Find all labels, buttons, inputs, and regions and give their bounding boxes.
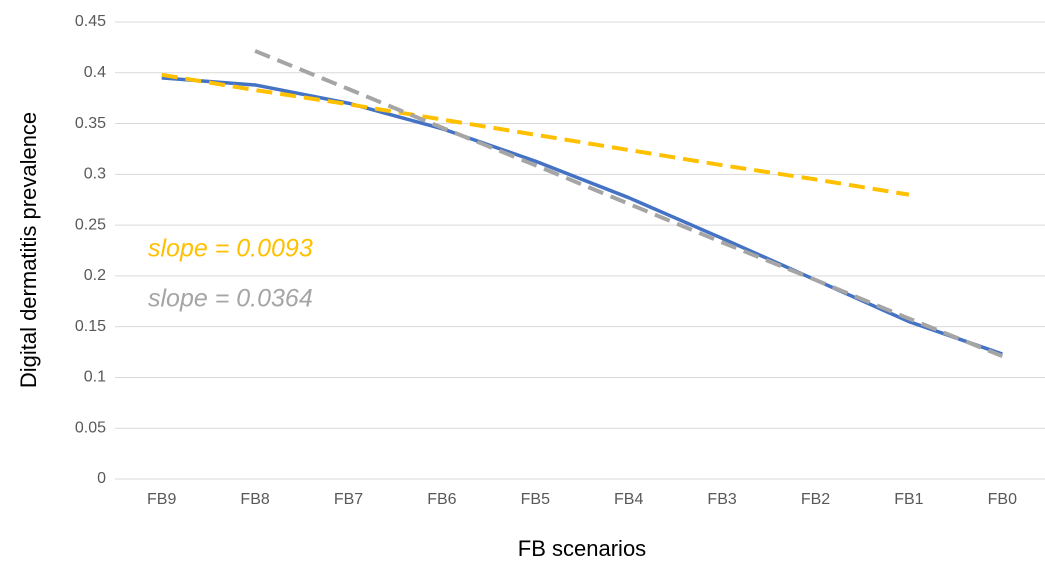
y-tick-label: 0.25 — [75, 216, 106, 233]
y-tick-label: 0.45 — [75, 13, 106, 30]
y-tick-label: 0.35 — [75, 115, 106, 132]
y-tick-label: 0.1 — [84, 369, 106, 386]
annotation: slope = 0.0093 — [148, 235, 313, 263]
annotation: slope = 0.0364 — [148, 285, 313, 313]
series-line — [254, 49, 1004, 358]
x-tick-label: FB6 — [427, 491, 456, 508]
series-line — [161, 72, 910, 197]
x-tick-label: FB1 — [894, 491, 923, 508]
x-tick-label: FB3 — [707, 491, 736, 508]
y-tick-label: 0.05 — [75, 419, 106, 436]
y-tick-label: 0.15 — [75, 318, 106, 335]
x-tick-label: FB2 — [801, 491, 830, 508]
y-tick-label: 0 — [97, 470, 106, 487]
x-tick-label: FB4 — [614, 491, 643, 508]
y-tick-label: 0.2 — [84, 267, 106, 284]
x-tick-label: FB8 — [240, 491, 269, 508]
y-tick-label: 0.3 — [84, 166, 106, 183]
x-tick-label: FB5 — [521, 491, 550, 508]
x-tick-label: FB7 — [334, 491, 363, 508]
x-axis-title: FB scenarios — [518, 536, 646, 561]
y-tick-label: 0.4 — [84, 64, 106, 81]
y-axis-title: Digital dermatitis prevalence — [16, 112, 41, 388]
x-tick-label: FB9 — [147, 491, 176, 508]
x-tick-label: FB0 — [988, 491, 1017, 508]
series-line — [161, 76, 1003, 356]
